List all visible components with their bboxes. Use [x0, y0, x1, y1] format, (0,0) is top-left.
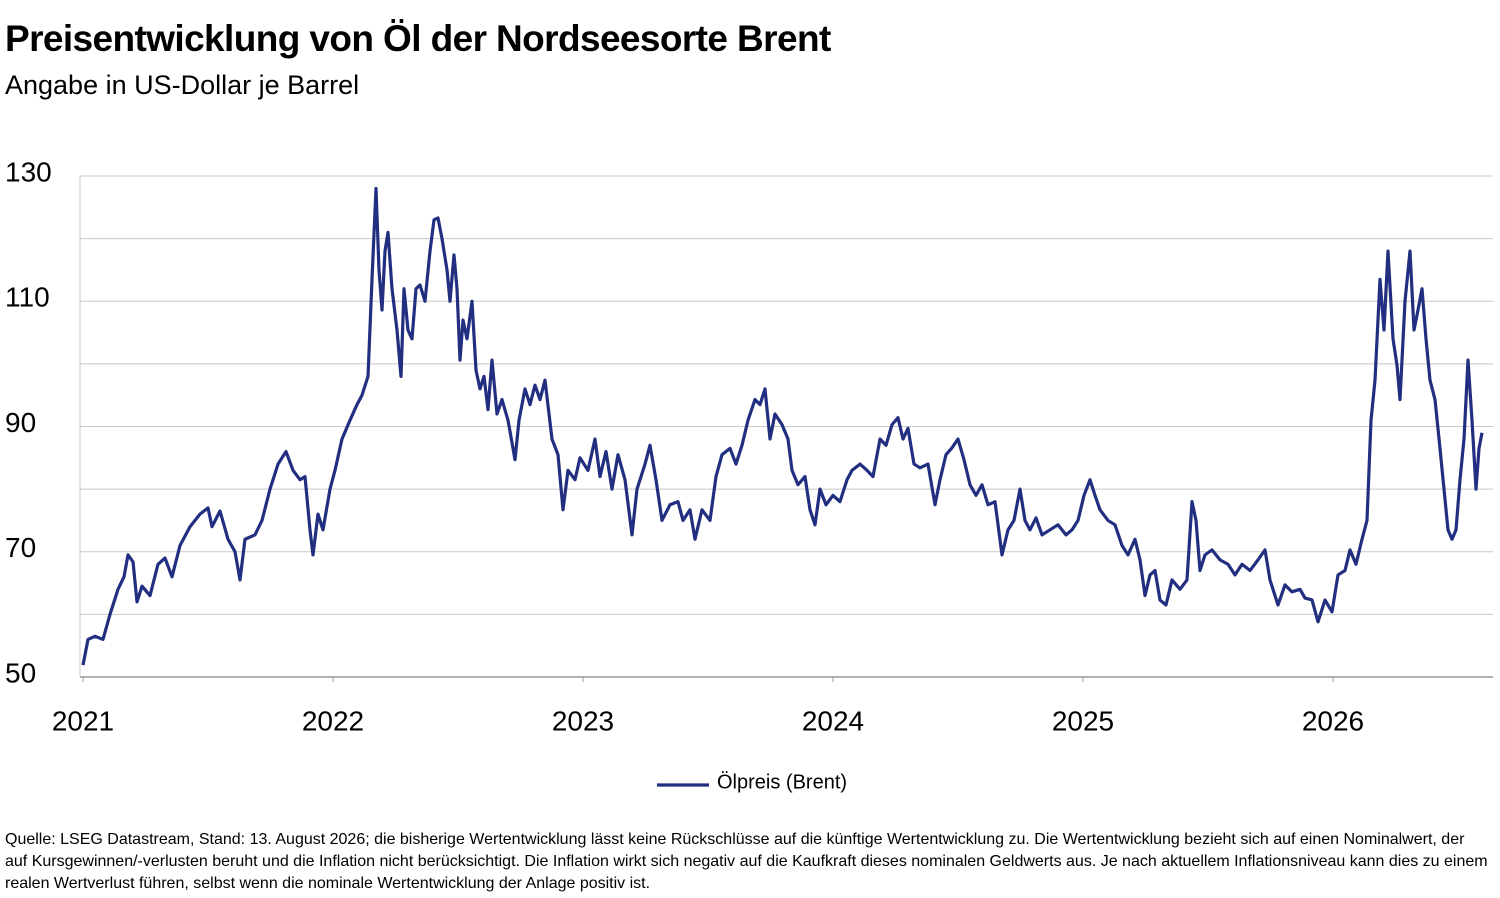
x-tick-label: 2021 — [52, 705, 114, 736]
chart: 50 70 90 110 130 2021 2022 2023 2024 2025 2026 Ölpr… — [5, 156, 1493, 793]
x-tick-label: 2025 — [1052, 705, 1114, 736]
x-tick-label: 2024 — [802, 705, 864, 736]
chart-subtitle: Angabe in US-Dollar je Barrel — [5, 70, 360, 100]
chart-title: Preisentwicklung von Öl der Nordseesorte… — [5, 18, 831, 59]
x-tick-label: 2023 — [552, 705, 614, 736]
source-note: Quelle: LSEG Datastream, Stand: 13. Augu… — [5, 831, 1488, 892]
y-tick-label: 130 — [5, 156, 52, 187]
x-tick-label: 2026 — [1302, 705, 1364, 736]
y-tick-label: 50 — [5, 657, 36, 688]
x-tick-label: 2022 — [302, 705, 364, 736]
y-tick-label: 110 — [5, 282, 50, 313]
legend-label: Ölpreis (Brent) — [717, 771, 847, 793]
y-tick-label: 70 — [5, 532, 36, 563]
price-line — [81, 186, 1484, 666]
y-tick-label: 90 — [5, 407, 36, 438]
